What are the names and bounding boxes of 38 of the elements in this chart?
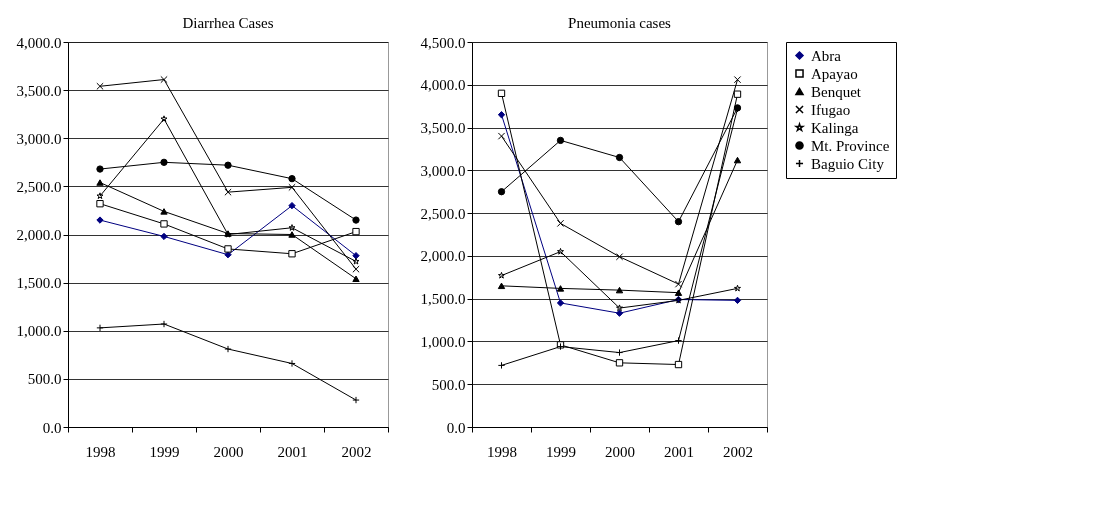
chart-title: Pneumonia cases bbox=[568, 15, 672, 31]
x-tick-label: 2001 bbox=[664, 443, 694, 460]
y-tick-label: 0.0 bbox=[446, 419, 466, 436]
x-tick-label: 2001 bbox=[277, 443, 308, 460]
y-tick-label: 4,500.0 bbox=[420, 34, 466, 51]
y-tick-label: 3,500.0 bbox=[420, 120, 466, 137]
x-tick-label: 1999 bbox=[149, 443, 180, 460]
y-tick-label: 3,500.0 bbox=[16, 82, 62, 99]
y-tick-label: 2,500.0 bbox=[420, 205, 466, 222]
legend-label: Benquet bbox=[811, 83, 862, 100]
y-tick-label: 4,000.0 bbox=[16, 34, 62, 51]
legend-label: Baguio City bbox=[811, 155, 885, 172]
legend-label: Abra bbox=[811, 47, 842, 64]
y-tick-label: 3,000.0 bbox=[16, 130, 62, 147]
x-tick-label: 2000 bbox=[213, 443, 244, 460]
chart-title: Diarrhea Cases bbox=[182, 15, 274, 31]
y-tick-label: 2,500.0 bbox=[16, 178, 62, 195]
y-tick-label: 0.0 bbox=[42, 419, 62, 436]
x-tick-label: 2002 bbox=[341, 443, 372, 460]
legend-label: Mt. Province bbox=[811, 137, 890, 154]
y-tick-label: 1,000.0 bbox=[16, 323, 62, 340]
x-tick-label: 2002 bbox=[723, 443, 753, 460]
y-tick-label: 2,000.0 bbox=[16, 227, 62, 243]
y-tick-label: 1,500.0 bbox=[420, 291, 466, 308]
legend-label: Apayao bbox=[811, 65, 858, 82]
y-tick-label: 1,000.0 bbox=[420, 333, 466, 350]
x-tick-label: 2000 bbox=[605, 443, 635, 460]
y-tick-label: 500.0 bbox=[431, 376, 466, 393]
y-tick-label: 2,000.0 bbox=[420, 248, 466, 265]
y-tick-label: 4,000.0 bbox=[420, 77, 466, 94]
legend-label: Kalinga bbox=[811, 119, 859, 136]
y-tick-label: 500.0 bbox=[27, 371, 62, 388]
x-tick-label: 1998 bbox=[85, 443, 116, 460]
x-tick-label: 1998 bbox=[487, 443, 517, 460]
legend-label: Ifugao bbox=[811, 101, 851, 118]
y-tick-label: 1,500.0 bbox=[16, 275, 62, 292]
y-tick-label: 3,000.0 bbox=[420, 162, 466, 179]
x-tick-label: 1999 bbox=[546, 443, 576, 460]
